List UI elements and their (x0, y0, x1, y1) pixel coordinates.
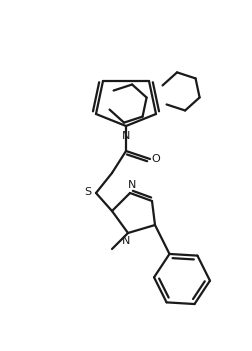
Text: O: O (152, 154, 160, 164)
Text: N: N (128, 180, 136, 190)
Text: N: N (122, 236, 130, 246)
Text: S: S (84, 187, 91, 197)
Text: N: N (122, 131, 130, 141)
